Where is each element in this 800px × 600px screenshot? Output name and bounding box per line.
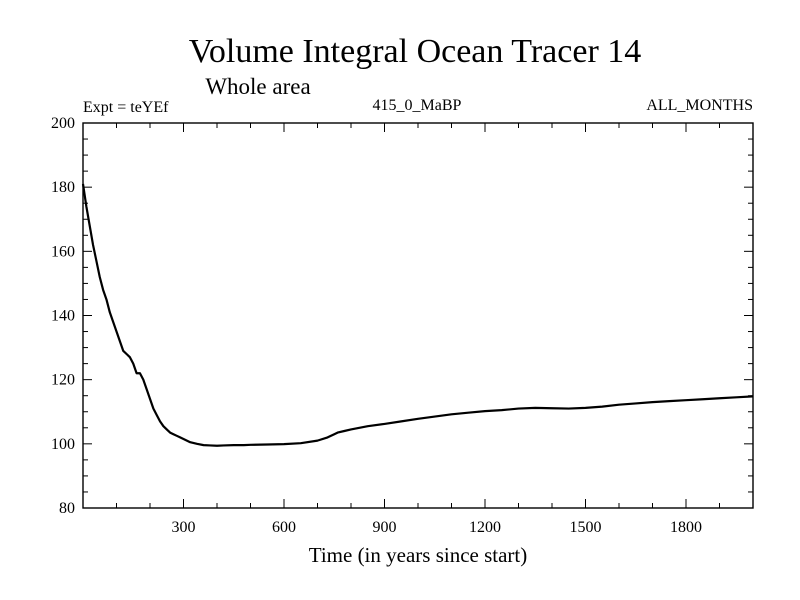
y-tick-label: 200	[51, 115, 75, 132]
x-tick-label: 600	[272, 519, 296, 536]
y-tick-label: 160	[51, 243, 75, 260]
header-center-label: 415_0_MaBP	[373, 97, 462, 114]
chart-subtitle: Whole area	[205, 74, 310, 99]
x-tick-label: 1800	[670, 519, 702, 536]
y-tick-label: 80	[59, 500, 75, 517]
header-left-label: Expt = teYEf	[83, 99, 169, 116]
y-tick-label: 140	[51, 308, 75, 325]
y-tick-label: 180	[51, 179, 75, 196]
x-tick-label: 1500	[570, 519, 602, 536]
header-right-label: ALL_MONTHS	[646, 97, 753, 114]
axis-ticks	[83, 123, 753, 508]
chart-title: Volume Integral Ocean Tracer 14	[189, 33, 642, 70]
y-tick-label: 120	[51, 372, 75, 389]
x-tick-label: 300	[172, 519, 196, 536]
data-series-line	[81, 183, 754, 447]
x-axis-label: Time (in years since start)	[309, 543, 528, 567]
x-tick-label: 1200	[469, 519, 501, 536]
x-tick-label: 900	[373, 519, 397, 536]
y-tick-label: 100	[51, 436, 75, 453]
plot-frame	[82, 122, 754, 509]
axis-tick-labels: 300 600 900 1200 1500 1800 80 100 120 140 160 180 20…	[51, 115, 702, 536]
